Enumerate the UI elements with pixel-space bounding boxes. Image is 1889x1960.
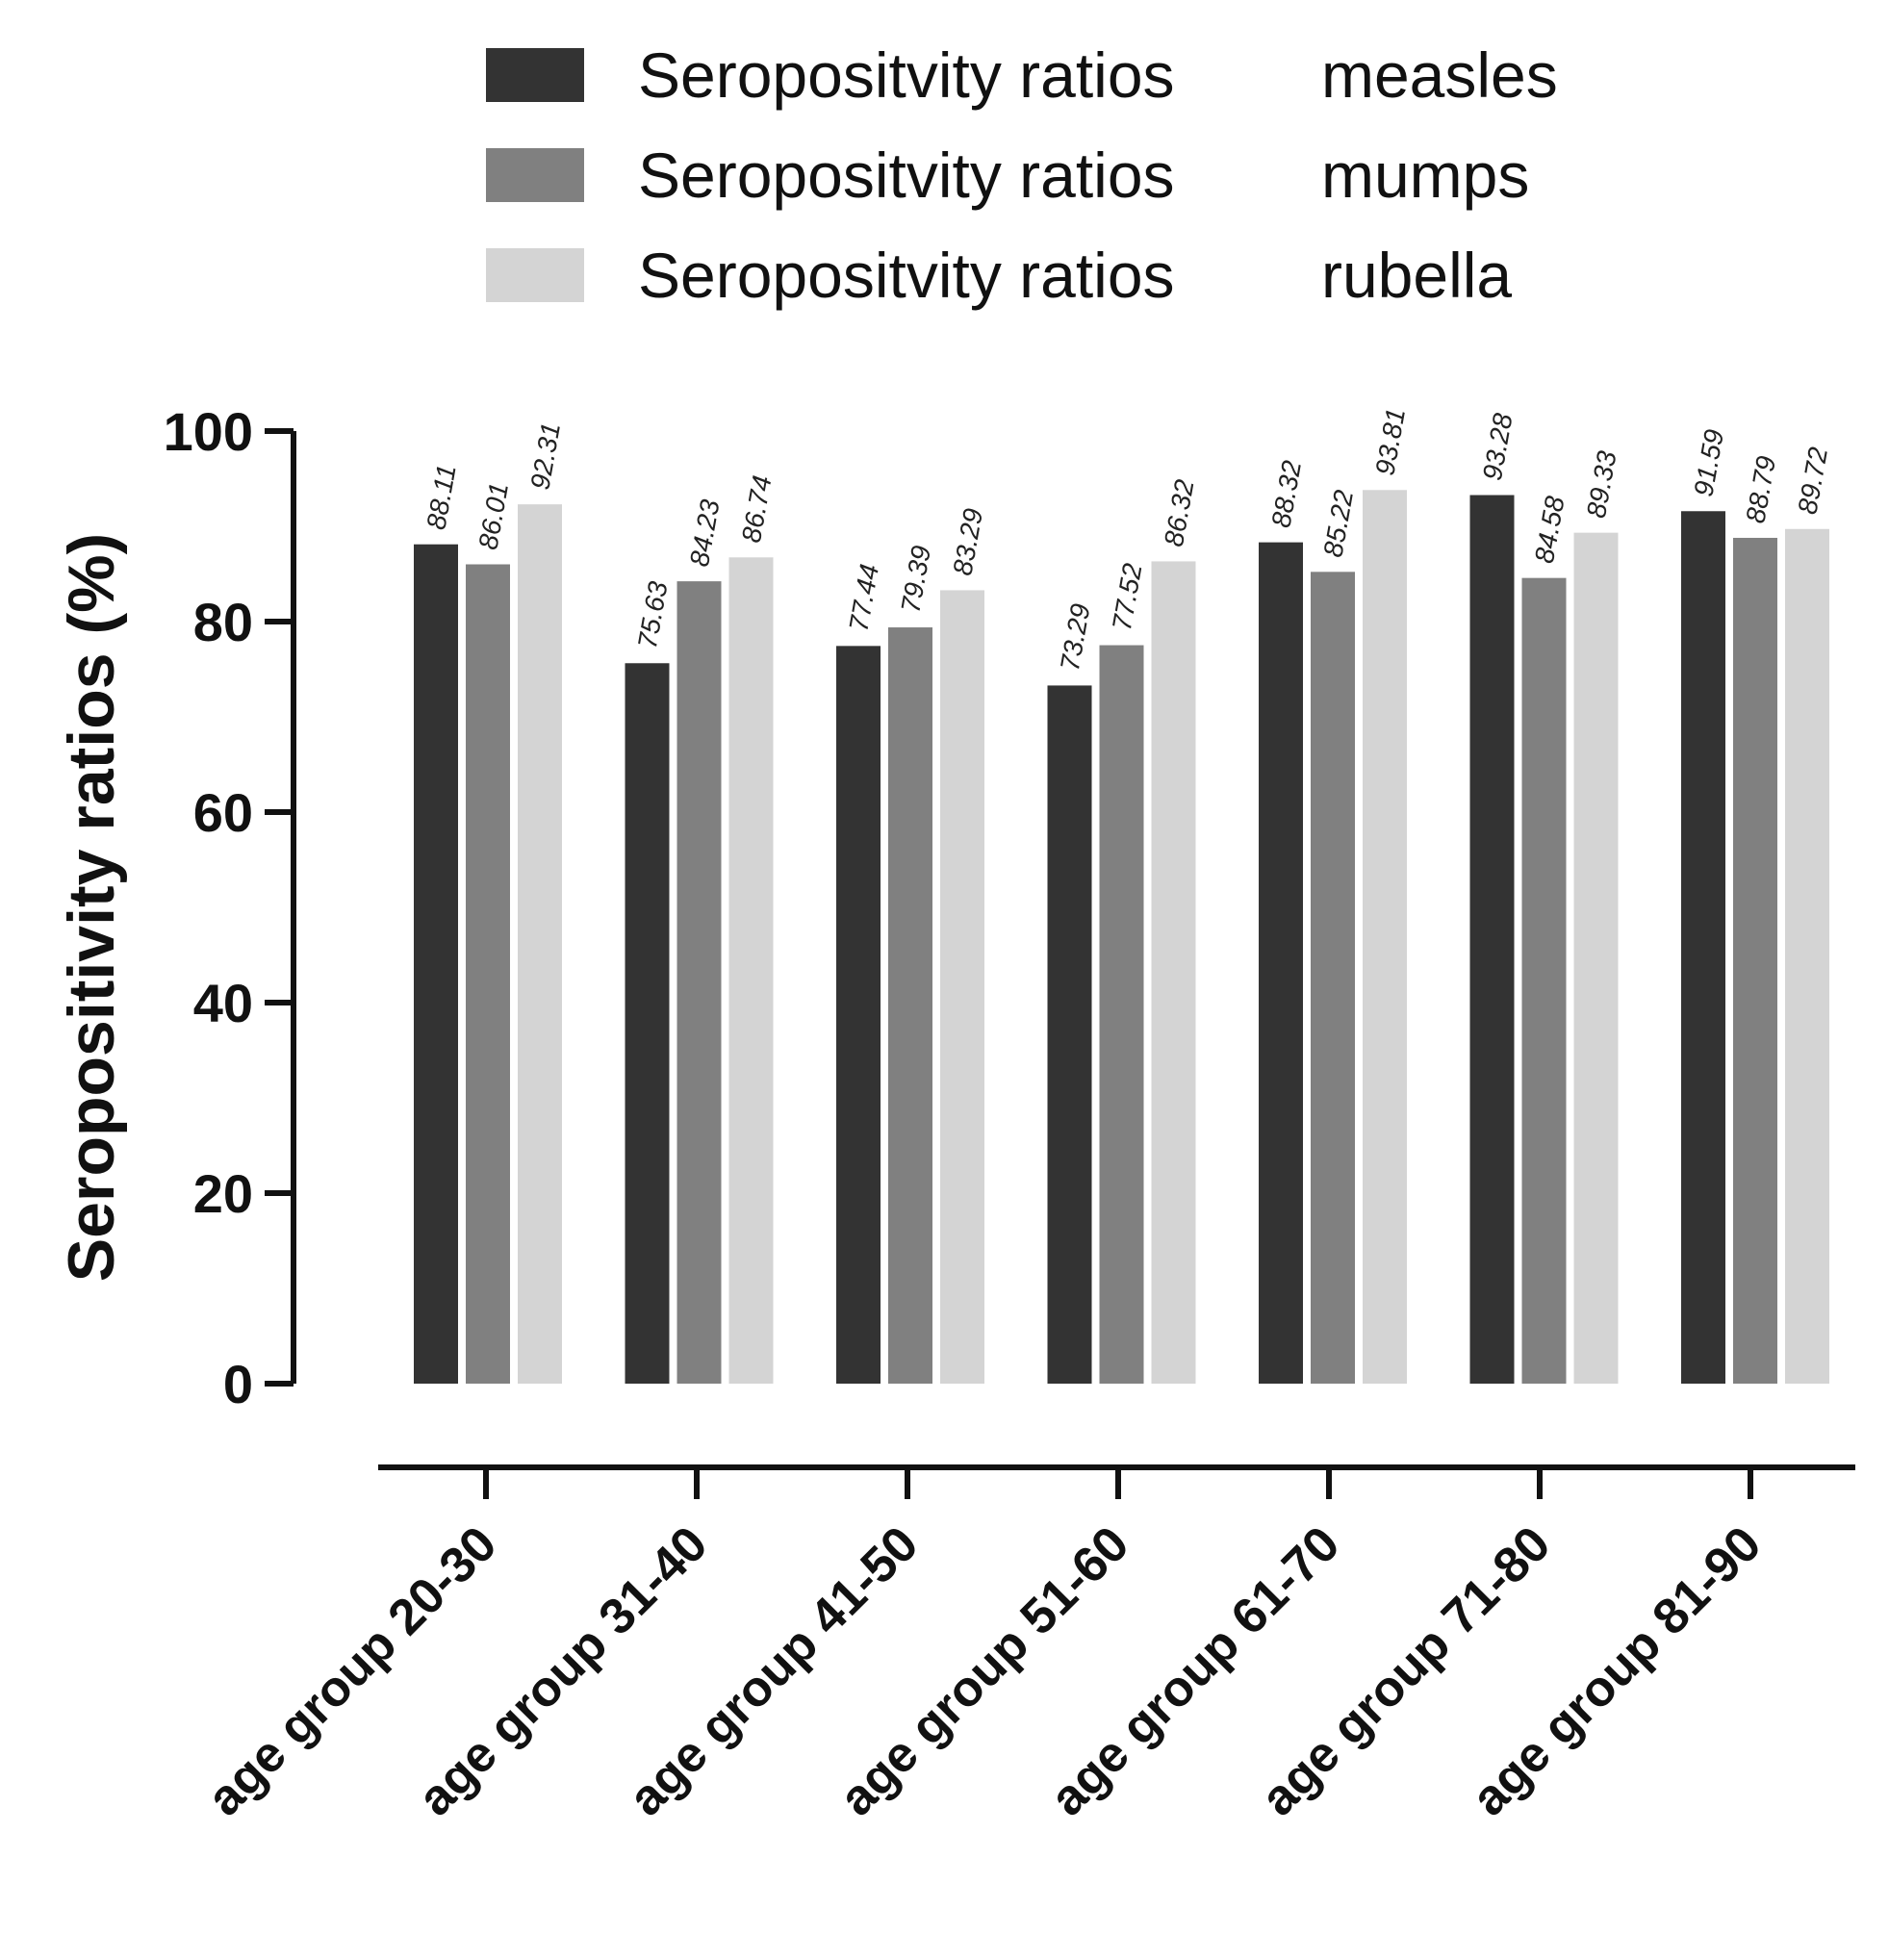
legend-disease-rubella: rubella bbox=[1321, 240, 1512, 311]
bar-mumps-2 bbox=[676, 581, 722, 1384]
legend-swatch-rubella bbox=[486, 248, 584, 302]
bar-mumps-7 bbox=[1733, 537, 1777, 1384]
bar-rubella-7 bbox=[1785, 528, 1829, 1384]
data-label-rubella-6: 89.33 bbox=[1581, 448, 1622, 521]
data-label-mumps-5: 85.22 bbox=[1317, 488, 1359, 560]
bar-rubella-5 bbox=[1363, 490, 1407, 1384]
data-label-mumps-7: 88.79 bbox=[1740, 454, 1781, 525]
data-label-measles-6: 93.28 bbox=[1477, 411, 1519, 483]
legend-disease-mumps: mumps bbox=[1321, 140, 1529, 211]
bar-mumps-6 bbox=[1521, 577, 1567, 1384]
data-label-measles-5: 88.32 bbox=[1265, 458, 1307, 530]
y-axis: 0 20 40 60 80 100 Seropositivity ratios (%) bbox=[55, 401, 296, 1414]
data-label-mumps-3: 79.39 bbox=[895, 544, 936, 615]
bar-rubella-3 bbox=[940, 590, 984, 1384]
bar-measles-3 bbox=[836, 646, 881, 1384]
data-label-mumps-2: 84.23 bbox=[684, 496, 726, 569]
data-label-measles-1: 88.11 bbox=[421, 462, 461, 531]
bar-mumps-5 bbox=[1311, 572, 1355, 1384]
legend-label-mumps: Seropositvity ratios bbox=[638, 140, 1175, 211]
y-tick-label-20: 20 bbox=[193, 1163, 253, 1224]
y-axis-title: Seropositivity ratios (%) bbox=[55, 533, 128, 1282]
bar-mumps-4 bbox=[1099, 645, 1144, 1384]
bar-rubella-1 bbox=[518, 504, 562, 1384]
bar-mumps-3 bbox=[888, 627, 932, 1384]
data-label-rubella-7: 89.72 bbox=[1792, 445, 1833, 517]
data-label-measles-2: 75.63 bbox=[632, 578, 674, 650]
bar-measles-2 bbox=[625, 663, 670, 1384]
bar-rubella-2 bbox=[728, 557, 774, 1384]
legend-label-measles: Seropositvity ratios bbox=[638, 39, 1175, 111]
data-label-rubella-5: 93.81 bbox=[1369, 406, 1411, 477]
bar-rubella-4 bbox=[1151, 561, 1196, 1384]
bar-measles-4 bbox=[1047, 685, 1092, 1384]
y-tick-label-80: 80 bbox=[193, 592, 253, 652]
legend-label-rubella: Seropositvity ratios bbox=[638, 240, 1175, 311]
data-label-mumps-4: 77.52 bbox=[1107, 561, 1148, 633]
data-label-rubella-3: 83.29 bbox=[947, 506, 988, 577]
bar-mumps-1 bbox=[466, 564, 510, 1384]
legend: Seropositvity ratios measles Seropositvity… bbox=[486, 39, 1558, 311]
data-label-measles-3: 77.44 bbox=[843, 562, 884, 633]
data-label-measles-4: 73.29 bbox=[1055, 601, 1096, 673]
y-tick-label-40: 40 bbox=[193, 973, 253, 1033]
bar-measles-5 bbox=[1259, 542, 1303, 1384]
data-label-mumps-1: 86.01 bbox=[472, 480, 514, 551]
legend-disease-measles: measles bbox=[1321, 39, 1558, 111]
bar-measles-6 bbox=[1469, 495, 1515, 1384]
y-tick-label-60: 60 bbox=[193, 782, 253, 843]
y-tick-label-100: 100 bbox=[164, 401, 253, 462]
y-tick-label-0: 0 bbox=[223, 1354, 253, 1414]
bar-rubella-6 bbox=[1573, 532, 1619, 1384]
bar-measles-1 bbox=[414, 544, 458, 1384]
legend-swatch-measles bbox=[486, 48, 584, 102]
legend-swatch-mumps bbox=[486, 148, 584, 202]
data-label-rubella-4: 86.32 bbox=[1159, 477, 1200, 549]
data-label-rubella-1: 92.31 bbox=[524, 420, 566, 492]
data-label-measles-7: 91.59 bbox=[1688, 427, 1729, 498]
data-label-mumps-6: 84.58 bbox=[1529, 494, 1570, 566]
data-label-rubella-2: 86.74 bbox=[736, 473, 778, 545]
bar-measles-7 bbox=[1681, 511, 1725, 1384]
